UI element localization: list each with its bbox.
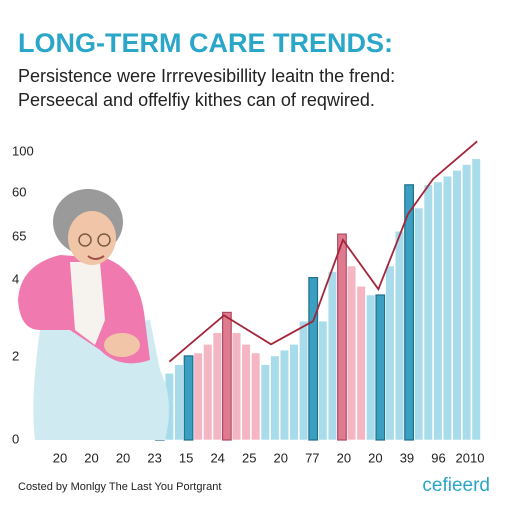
- bar: [414, 207, 424, 441]
- x-axis-label: 24: [210, 450, 224, 465]
- bar: [327, 271, 337, 441]
- y-axis-label: 0: [12, 431, 19, 446]
- bar: [251, 352, 261, 441]
- bar: [462, 164, 472, 441]
- bar: [193, 352, 203, 441]
- bar: [241, 343, 251, 441]
- x-axis-label: 39: [400, 450, 414, 465]
- bar: [270, 355, 280, 441]
- face: [68, 211, 116, 265]
- glasses: [97, 233, 111, 247]
- bar: [337, 233, 347, 441]
- bar: [375, 294, 386, 441]
- bar: [471, 158, 481, 441]
- bar: [231, 332, 242, 441]
- x-axis-label: 20: [53, 450, 67, 465]
- bar: [366, 294, 376, 441]
- title: LONG-TERM CARE TRENDS:: [18, 28, 393, 58]
- x-axis-label: 20: [274, 450, 288, 465]
- bar: [423, 184, 433, 441]
- y-axis-label: 65: [12, 228, 26, 243]
- bar: [289, 343, 299, 441]
- x-axis-label: 20: [84, 450, 98, 465]
- bar: [442, 175, 453, 441]
- subtitle: Persistence were Irrrevesibillity leaitn…: [18, 66, 395, 86]
- bar: [346, 265, 357, 441]
- bar: [260, 364, 270, 441]
- bar: [385, 265, 395, 441]
- bar: [433, 181, 443, 441]
- bar: [404, 184, 414, 441]
- footer: Costed by Monlgy The Last You Portgrant: [18, 481, 221, 493]
- x-axis-label: 23: [147, 450, 161, 465]
- hands: [104, 333, 140, 357]
- x-axis-label: 20: [337, 450, 351, 465]
- collar: [70, 262, 105, 345]
- trend-line: [168, 140, 478, 363]
- glasses: [78, 233, 92, 247]
- x-axis-label: 20: [368, 450, 382, 465]
- bar: [299, 320, 309, 441]
- y-axis-label: 2: [12, 348, 19, 363]
- bar: [212, 332, 222, 441]
- illustration: [18, 189, 170, 440]
- bar: [174, 364, 184, 441]
- x-axis-label: 25: [242, 450, 256, 465]
- bar: [394, 230, 405, 441]
- x-axis-label: 77: [305, 450, 319, 465]
- bar: [318, 320, 328, 441]
- smile: [87, 255, 105, 260]
- bar: [279, 349, 290, 441]
- subtitle: Perseecal and offelfiy kithes can of req…: [18, 90, 375, 110]
- bar: [452, 170, 462, 441]
- x-axis-label: 20: [116, 450, 130, 465]
- x-axis-label: 15: [179, 450, 193, 465]
- bar: [183, 355, 194, 441]
- y-axis-label: 100: [12, 143, 34, 158]
- y-axis-label: 60: [12, 184, 26, 199]
- bar: [203, 343, 213, 441]
- x-axis-label: 96: [431, 450, 445, 465]
- logo: cefieerd: [422, 475, 490, 496]
- bar: [356, 285, 366, 441]
- bar: [308, 277, 319, 441]
- x-axis-label: 2010: [456, 450, 485, 465]
- y-axis-label: 4: [12, 271, 19, 286]
- bar: [222, 311, 232, 441]
